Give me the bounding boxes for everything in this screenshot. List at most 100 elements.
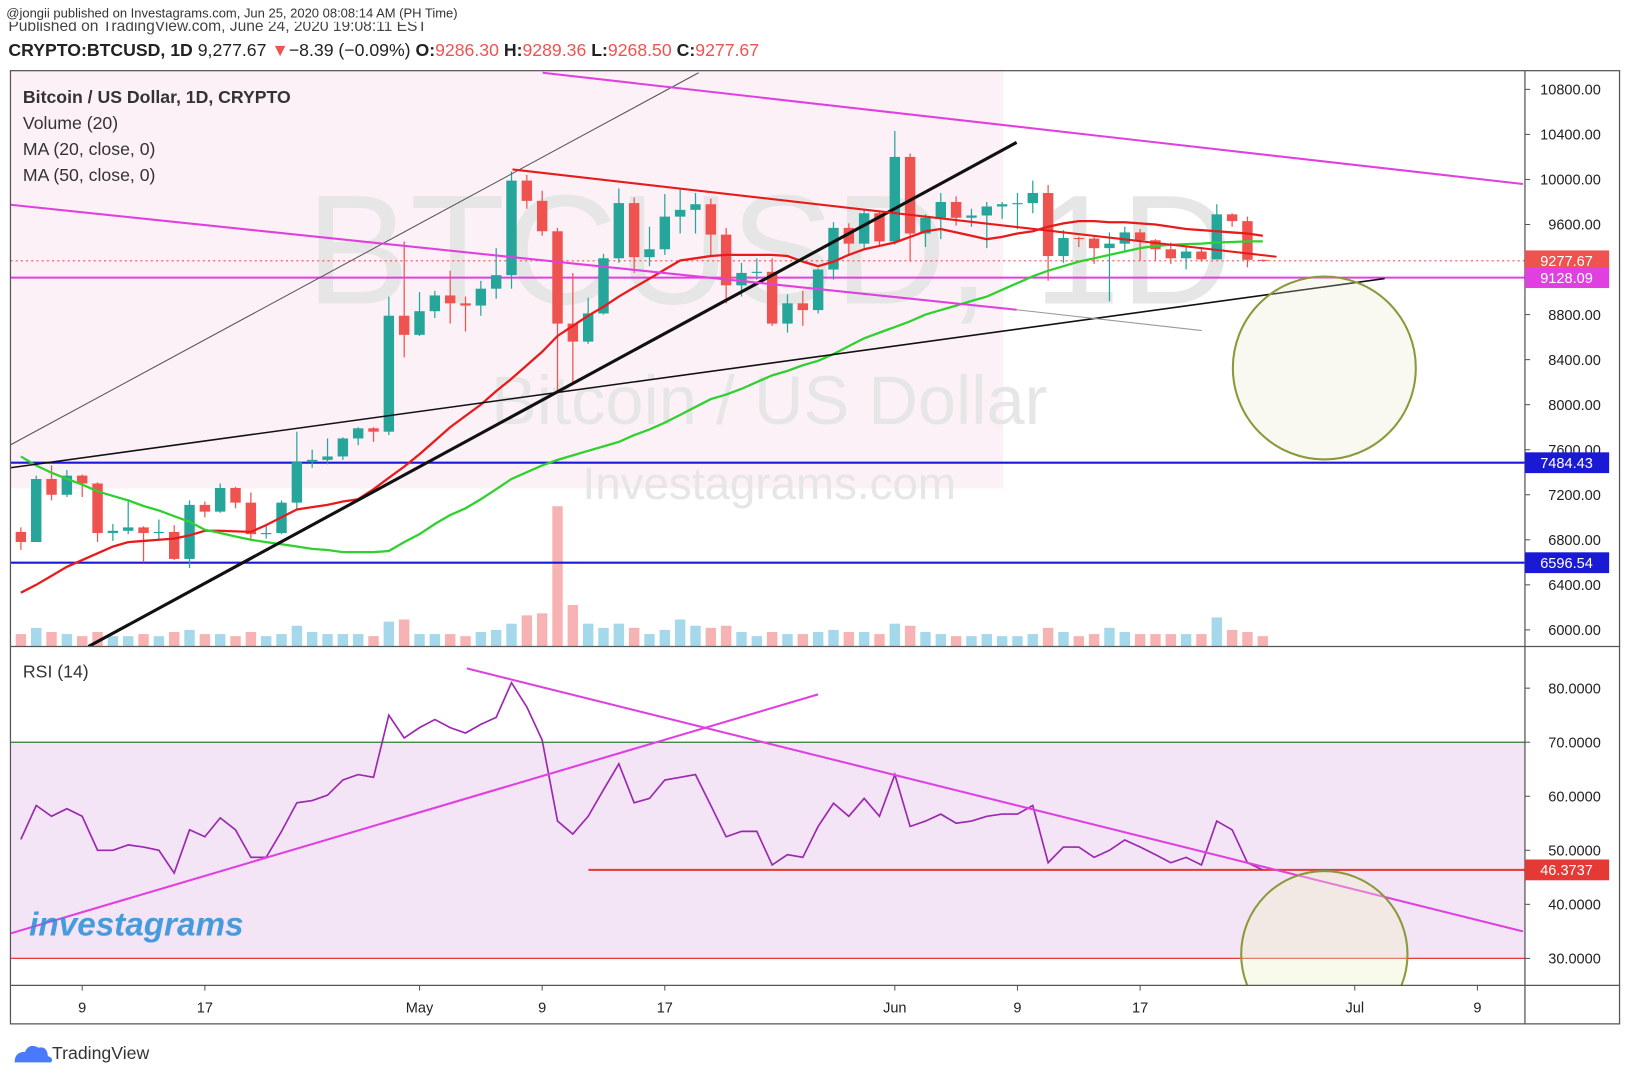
volume-bar [889, 623, 901, 647]
candle-body [889, 156, 901, 242]
y-tick-label: 10800.00 [1540, 83, 1601, 99]
c: 9277.67 [695, 40, 759, 60]
candle-body [690, 204, 701, 210]
candle-body [153, 531, 165, 534]
y-tick-label: 8800.00 [1548, 308, 1601, 324]
y-tick-label: 10400.00 [1540, 128, 1601, 144]
volume-bar [352, 634, 364, 647]
candle-body [1196, 251, 1207, 260]
volume-bar [981, 634, 993, 647]
watermark: Investagrams.com [583, 458, 956, 509]
candle-body [475, 288, 487, 306]
volume-bar [1088, 634, 1100, 647]
candle-body [230, 487, 241, 503]
volume-bar [828, 629, 839, 647]
candle-body [797, 303, 809, 311]
last-label: 46.3737 [1540, 863, 1593, 879]
brand: TradingView [52, 1043, 149, 1063]
volume-bar [92, 631, 103, 647]
trend-line [10, 203, 1017, 311]
volume-bar [521, 615, 533, 647]
candle-body [874, 213, 885, 242]
price-label-box [1524, 267, 1610, 289]
volume-bar [644, 634, 655, 647]
price-label-box [1524, 552, 1610, 574]
volume-bar [705, 627, 717, 647]
volume-bar [1257, 636, 1268, 647]
volume-bar [444, 634, 456, 647]
volume-bar [184, 629, 195, 647]
candle-body [904, 156, 916, 234]
candle-body [322, 456, 333, 460]
volume-bar [490, 629, 502, 647]
candle-body [368, 428, 379, 432]
candle-body [736, 272, 747, 286]
highlight-circle [1231, 275, 1417, 461]
volume-bar [1211, 617, 1222, 647]
candle-body [31, 478, 42, 543]
volume-bar [337, 634, 349, 647]
price-label-box [1524, 250, 1610, 272]
volume-bar [414, 634, 425, 647]
y-tick-label: 8000.00 [1548, 398, 1601, 414]
candle-body [76, 475, 88, 484]
tv-icon [14, 1045, 53, 1063]
o-label: O: [415, 40, 435, 60]
volume-bar [690, 625, 701, 647]
volume-bar [1196, 634, 1207, 647]
price-label: 6596.54 [1540, 556, 1593, 572]
candle-body [981, 206, 993, 216]
candle-body [1042, 192, 1054, 257]
trend-line [1016, 309, 1202, 332]
volume-bar [168, 631, 180, 647]
candle-body [414, 311, 425, 335]
volume-bar [1058, 631, 1069, 647]
volume-bar [567, 604, 579, 647]
y-tick-label: 7200.00 [1548, 488, 1601, 504]
volume-bar [904, 625, 916, 647]
volume-bar [368, 636, 379, 647]
candle-body [521, 180, 533, 201]
candle-body [46, 478, 57, 495]
candle-body [1088, 238, 1100, 249]
volume-bar [858, 631, 870, 647]
candle-body [1104, 243, 1115, 249]
volume-bar [383, 621, 395, 647]
volume-bar [306, 631, 318, 647]
candle-body [598, 258, 609, 314]
candle-body [1058, 238, 1069, 257]
candle-body [352, 428, 364, 439]
x-tick-label: 17 [197, 1000, 213, 1016]
volume-bar [276, 634, 287, 647]
candle-body [184, 504, 195, 559]
axes: 6000.006400.006800.007200.007600.008000.… [9, 70, 1621, 1025]
y-tick-label: 6800.00 [1548, 533, 1601, 549]
candle-body [966, 215, 977, 218]
candle-body [444, 295, 456, 304]
volume-bar [1104, 627, 1115, 647]
volume-bar [1226, 629, 1238, 647]
legend-entry: RSI (14) [23, 662, 89, 682]
change: −8.39 (−0.09%) [289, 40, 411, 60]
y-tick-label: 60.0000 [1548, 789, 1601, 805]
candle-body [1257, 259, 1268, 261]
volume-bar [736, 631, 747, 647]
volume-bar [935, 634, 947, 647]
candle-body [705, 204, 717, 235]
candle-body [245, 502, 257, 535]
drawings [10, 71, 1523, 647]
legend-entry: MA (20, close, 0) [23, 139, 155, 159]
x-tick-label: Jun [883, 1000, 906, 1016]
symbol-line: CRYPTO:BTCUSD, 1D 9,277.67 ▼−8.39 (−0.09… [8, 40, 759, 60]
candle-body [766, 271, 778, 324]
l-label: L: [591, 40, 608, 60]
candle-body [460, 303, 471, 306]
candle-body [1211, 214, 1222, 260]
volume-bar [1165, 634, 1176, 647]
y-tick-label: 6000.00 [1548, 623, 1601, 639]
rsi-drawings [10, 667, 1524, 986]
volume-bar [751, 636, 763, 647]
candle-body [582, 313, 594, 342]
candle-body [552, 231, 563, 324]
